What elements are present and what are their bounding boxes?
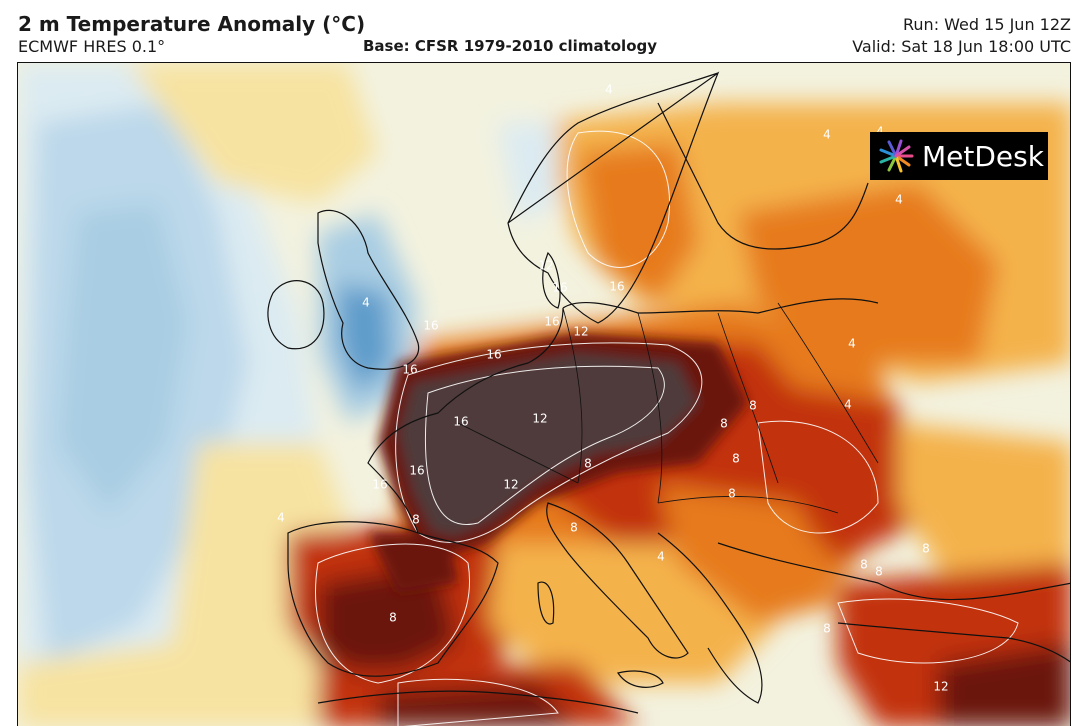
valid-time-label: Valid: Sat 18 Jun 18:00 UTC	[852, 37, 1071, 56]
contour-label: 8	[749, 399, 757, 413]
contour-label: 4	[844, 398, 852, 412]
metdesk-logo-text: MetDesk	[922, 139, 1044, 173]
contour-label: 4	[605, 83, 613, 97]
contour-label: 16	[402, 363, 417, 377]
contour-label: 4	[895, 193, 903, 207]
map-title: 2 m Temperature Anomaly (°C)	[18, 12, 366, 36]
metdesk-logo: MetDesk	[870, 132, 1048, 180]
contour-label: 4	[876, 125, 884, 139]
contour-label: 16	[544, 315, 559, 329]
heat-core	[368, 333, 748, 593]
contour-label: 12	[532, 412, 547, 426]
climatology-base-label: Base: CFSR 1979-2010 climatology	[363, 37, 658, 55]
contour-label: 16	[486, 348, 501, 362]
contour-label: 8	[412, 513, 420, 527]
contour-label: 16	[552, 281, 567, 295]
contour-label: 8	[728, 487, 736, 501]
contour-label: 16	[453, 415, 468, 429]
coastlines	[267, 71, 1070, 714]
contour-label: 12	[503, 478, 518, 492]
contour-label: 8	[570, 521, 578, 535]
contour-label: 4	[362, 296, 370, 310]
contour-label-layer: 4444444448888888888881212121212161616161…	[277, 83, 948, 694]
contour-label: 16	[423, 319, 438, 333]
contour-label: 4	[823, 128, 831, 142]
anomaly-map: 4444444448888888888881212121212161616161…	[17, 62, 1071, 726]
contour-label: 8	[823, 622, 831, 636]
contour-label: 8	[720, 417, 728, 431]
contour-label: 12	[573, 325, 588, 339]
contour-label: 12	[538, 259, 553, 273]
contour-label: 8	[875, 565, 883, 579]
contour-label: 16	[409, 464, 424, 478]
contour-label: 8	[860, 558, 868, 572]
contour-lines	[315, 130, 1019, 726]
run-time-label: Run: Wed 15 Jun 12Z	[903, 15, 1071, 34]
contour-label: 8	[732, 452, 740, 466]
contour-label: 8	[584, 457, 592, 471]
contour-label: 12	[933, 680, 948, 694]
starburst-logo-icon	[879, 139, 914, 173]
contour-label: 4	[657, 550, 665, 564]
contour-label: 8	[389, 611, 397, 625]
contour-label: 16	[372, 478, 387, 492]
contour-label: 4	[848, 337, 856, 351]
contour-label: 8	[922, 542, 930, 556]
contour-label: 16	[609, 280, 624, 294]
contour-label: 4	[277, 511, 285, 525]
model-label: ECMWF HRES 0.1°	[18, 37, 166, 56]
